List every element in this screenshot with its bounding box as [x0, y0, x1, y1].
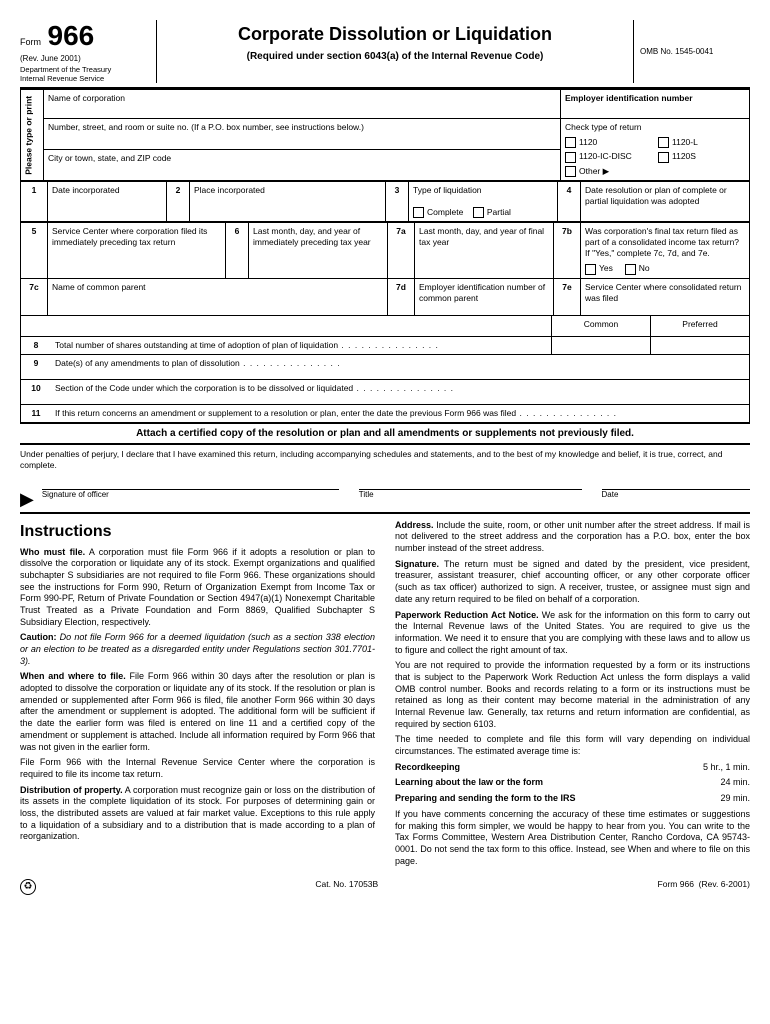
preferred-header: Preferred: [651, 316, 750, 337]
consolidated-field[interactable]: Was corporation's final tax return filed…: [581, 223, 750, 278]
form-label: Form: [20, 37, 41, 47]
checkbox-yes[interactable]: [585, 264, 596, 275]
signature-officer-field[interactable]: Signature of officer: [42, 489, 339, 510]
checkbox-1120l[interactable]: [658, 137, 669, 148]
lines-8-11: Common Preferred 8 Total number of share…: [20, 316, 750, 424]
checkbox-complete[interactable]: [413, 207, 424, 218]
service-center-field[interactable]: Service Center where corporation filed i…: [48, 223, 226, 278]
attach-notice: Attach a certified copy of the resolutio…: [20, 424, 750, 445]
place-incorporated-field[interactable]: Place incorporated: [190, 181, 386, 221]
parent-center-field[interactable]: Service Center where consolidated return…: [581, 278, 750, 315]
form-title: Corporate Dissolution or Liquidation: [165, 24, 625, 45]
line-9[interactable]: Date(s) of any amendments to plan of dis…: [51, 354, 750, 379]
checkbox-partial[interactable]: [473, 207, 484, 218]
address-field[interactable]: Number, street, and room or suite no. (I…: [44, 119, 561, 150]
checkbox-1120ic[interactable]: [565, 152, 576, 163]
preceding-year-field[interactable]: Last month, day, and year of immediately…: [249, 223, 388, 278]
line-10[interactable]: Section of the Code under which the corp…: [51, 379, 750, 404]
signature-row: ▶ Signature of officer Title Date: [20, 489, 750, 514]
resolution-date-field[interactable]: Date resolution or plan of complete or p…: [581, 181, 750, 221]
page-footer: ♻ Cat. No. 17053B Form 966 (Rev. 6-2001): [20, 875, 750, 895]
instructions-heading: Instructions: [20, 522, 375, 543]
instructions-section: Instructions Who must file. A corporatio…: [20, 520, 750, 868]
boxes-5-7: 5 Service Center where corporation filed…: [20, 222, 750, 315]
liquidation-type-field[interactable]: Type of liquidation Complete Partial: [409, 181, 558, 221]
return-type-field[interactable]: Check type of return 1120 1120-L 1120-IC…: [561, 119, 750, 181]
signature-title-field[interactable]: Title: [359, 489, 582, 510]
recycle-icon: ♻: [20, 879, 36, 895]
boxes-1-4: 1 Date incorporated 2 Place incorporated…: [20, 181, 750, 222]
form-header: Form 966 (Rev. June 2001) Department of …: [20, 20, 750, 89]
signature-date-field[interactable]: Date: [602, 489, 750, 510]
form-subtitle: (Required under section 6043(a) of the I…: [165, 51, 625, 62]
shares-common-field[interactable]: [552, 336, 651, 354]
form-number: 966: [48, 20, 95, 52]
omb-number: OMB No. 1545-0041: [640, 47, 713, 56]
checkbox-other[interactable]: [565, 166, 576, 177]
shares-preferred-field[interactable]: [651, 336, 750, 354]
date-incorporated-field[interactable]: Date incorporated: [48, 181, 167, 221]
department: Department of the Treasury Internal Reve…: [20, 65, 150, 83]
type-print-label: Please type or print: [21, 90, 44, 181]
catalog-number: Cat. No. 17053B: [315, 879, 378, 895]
parent-ein-field[interactable]: Employer identification number of common…: [415, 278, 554, 315]
final-year-field[interactable]: Last month, day, and year of final tax y…: [415, 223, 554, 278]
checkbox-1120s[interactable]: [658, 152, 669, 163]
checkbox-no[interactable]: [625, 264, 636, 275]
identity-section: Please type or print Name of corporation…: [20, 89, 750, 181]
line-8: Total number of shares outstanding at ti…: [51, 336, 552, 354]
ein-field[interactable]: Employer identification number: [561, 90, 750, 119]
name-corp-field[interactable]: Name of corporation: [44, 90, 561, 119]
checkbox-1120[interactable]: [565, 137, 576, 148]
revision: (Rev. June 2001): [20, 54, 150, 63]
signature-arrow-icon: ▶: [20, 489, 34, 510]
perjury-statement: Under penalties of perjury, I declare th…: [20, 445, 750, 475]
common-header: Common: [552, 316, 651, 337]
parent-name-field[interactable]: Name of common parent: [48, 278, 388, 315]
line-11[interactable]: If this return concerns an amendment or …: [51, 404, 750, 423]
city-field[interactable]: City or town, state, and ZIP code: [44, 149, 561, 180]
